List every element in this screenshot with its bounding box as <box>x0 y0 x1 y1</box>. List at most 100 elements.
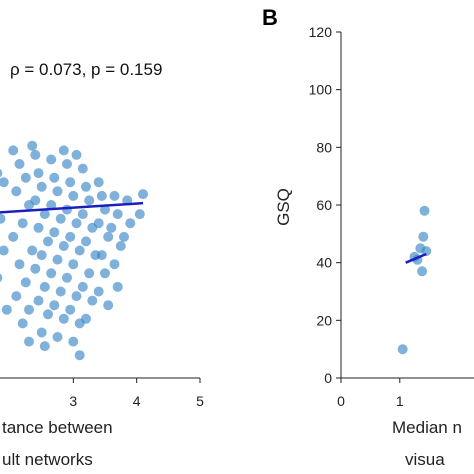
panel-a-data-point <box>103 300 114 311</box>
panel-a-data-point <box>109 259 120 270</box>
panel-b-y-tick-label: 120 <box>309 24 333 40</box>
panel-a-x-tick-label: 4 <box>133 393 141 409</box>
panel-a-data-point <box>71 149 82 160</box>
panel-a-data-point <box>106 222 117 233</box>
panel-a-data-point <box>30 195 41 206</box>
panel-a-data-point <box>74 245 85 256</box>
panel-a-fit-line <box>0 201 144 214</box>
panel-a-data-point <box>109 190 120 201</box>
panel-b-y-axis-title: GSQ <box>274 188 293 226</box>
panel-a-data-point <box>87 295 98 306</box>
panel-a-x-tick-label: 3 <box>69 393 77 409</box>
panel-a-data-point <box>43 309 53 320</box>
panel-a: 3 4 5 ρ = 0.073, p = 0.159 tance between u… <box>0 60 204 469</box>
panel-a-data-point <box>77 163 88 174</box>
panel-a-data-point <box>46 200 57 210</box>
panel-a-data-point <box>65 231 76 242</box>
panel-a-data-point <box>24 336 34 347</box>
panel-b-fit-line <box>405 252 427 264</box>
panel-b-y-tick-label: 20 <box>316 312 332 328</box>
panel-a-data-point <box>43 236 53 247</box>
panel-a-data-point <box>36 181 47 192</box>
panel-a-data-point <box>71 291 82 302</box>
panel-a-data-point <box>65 177 76 188</box>
panel-a-data-point <box>125 218 136 229</box>
panel-a-data-point <box>100 268 110 279</box>
panel-a-points <box>0 140 148 361</box>
panel-a-data-point <box>33 222 44 233</box>
panel-a-data-point <box>36 250 47 261</box>
panel-a-data-point <box>17 318 28 329</box>
panel-a-data-point <box>58 313 69 324</box>
panel-b-y-tick-label: 60 <box>316 197 332 213</box>
panel-b-x-axis-title-line-1: Median n <box>392 418 462 437</box>
panel-a-data-point <box>11 186 22 197</box>
panel-b-data-point <box>421 246 432 257</box>
panel-a-data-point <box>103 231 114 242</box>
panel-a-data-point <box>84 268 95 279</box>
panel-a-data-point <box>17 218 28 229</box>
panel-b-data-point <box>397 344 408 355</box>
panel-a-data-point <box>39 281 50 292</box>
panel-a-data-point <box>0 168 3 178</box>
panel-b-data-point <box>418 231 429 242</box>
panel-a-data-point <box>112 281 123 292</box>
panel-a-data-point <box>100 204 110 215</box>
panel-a-data-point <box>27 140 38 151</box>
panel-a-data-point <box>8 145 19 156</box>
panel-a-data-point <box>52 332 63 342</box>
panel-a-data-point <box>62 204 72 215</box>
panel-a-data-point <box>39 209 50 220</box>
panel-a-data-point <box>30 263 41 274</box>
panel-a-data-point <box>68 336 79 347</box>
panel-a-data-point <box>0 245 9 256</box>
panel-a-data-point <box>58 241 69 251</box>
panel-a-data-point <box>81 313 91 324</box>
panel-a-data-point <box>49 227 60 238</box>
panel-a-data-point <box>49 172 60 183</box>
panel-a-data-point <box>52 186 63 197</box>
panel-a-data-point <box>68 259 79 270</box>
panel-a-data-point <box>52 254 63 265</box>
panel-b-y-tick-label: 80 <box>316 139 332 155</box>
panel-a-data-point <box>81 181 91 192</box>
panel-a-data-point <box>77 209 88 220</box>
panel-a-data-point <box>30 149 41 160</box>
panel-b-x-tick-label: 1 <box>396 393 404 409</box>
panel-a-data-point <box>68 190 79 201</box>
panel-b-x-axis-title-line-2: visua <box>405 450 445 469</box>
panel-a-data-point <box>62 159 72 169</box>
panel-b-y-tick-label: 40 <box>316 255 332 271</box>
panel-a-data-point <box>96 250 107 261</box>
panel-a-data-point <box>20 172 31 183</box>
panel-a-data-point <box>84 195 95 206</box>
panel-a-data-point <box>1 304 12 315</box>
panel-a-data-point <box>96 190 107 201</box>
panel-a-data-point <box>81 236 91 247</box>
panel-a-data-point <box>49 300 60 311</box>
panel-a-data-point <box>46 154 57 165</box>
panel-a-data-point <box>55 213 66 224</box>
panel-a-data-point <box>71 218 82 229</box>
panel-a-data-point <box>77 281 88 292</box>
panel-b-x-tick-label: 0 <box>337 393 345 409</box>
panel-a-data-point <box>58 145 69 156</box>
panel-a-data-point <box>36 327 47 338</box>
panel-a-data-point <box>119 231 129 242</box>
panel-a-data-point <box>14 159 25 169</box>
panel-a-data-point <box>65 304 76 315</box>
panel-a-data-point <box>93 177 104 188</box>
panel-a-data-point <box>0 213 6 224</box>
panel-a-data-point <box>33 168 44 179</box>
panel-a-data-point <box>55 286 66 297</box>
panel-b-data-point <box>417 266 428 277</box>
panel-a-data-point <box>138 189 148 200</box>
panel-b-data-point <box>419 205 430 216</box>
panel-a-data-point <box>115 241 126 251</box>
panel-a-data-point <box>93 286 104 297</box>
panel-a-data-point <box>33 295 44 306</box>
panel-a-data-point <box>14 259 25 270</box>
